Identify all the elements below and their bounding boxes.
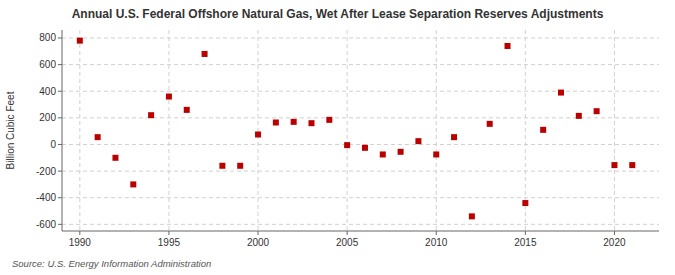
x-tick-label: 2020 [603,237,626,248]
data-point [362,145,368,151]
y-tick-label: -400 [36,192,56,203]
y-tick [58,197,62,198]
x-tick-label: 1995 [158,237,181,248]
data-point [291,119,297,125]
y-grid-line [62,64,659,65]
data-point [344,142,350,148]
y-grid-line [62,91,659,92]
data-point [95,134,101,140]
x-axis-line [62,231,659,232]
points [77,38,635,220]
data-point [308,120,314,126]
data-point [522,200,528,206]
data-point [576,113,582,119]
data-point [415,138,421,144]
data-point [433,151,439,157]
y-grid-line [62,37,659,38]
y-tick [58,224,62,225]
data-point [202,51,208,57]
y-grid-line [62,144,659,145]
data-point [611,162,617,168]
x-tick-label: 2005 [336,237,359,248]
x-grid-line [614,30,615,231]
x-tick [525,231,526,235]
y-axis-label: Billion Cubic Feet [5,91,16,169]
data-point [184,107,190,113]
y-tick-label: 600 [39,59,56,70]
x-grid-line [347,30,348,231]
data-point [629,162,635,168]
data-point [558,90,564,96]
x-tick-label: 2000 [247,237,270,248]
x-grid-line [79,30,80,231]
x-grid-line [168,30,169,231]
chart-title: Annual U.S. Federal Offshore Natural Gas… [72,7,604,21]
grid [62,30,659,231]
data-point [594,108,600,114]
y-tick [58,91,62,92]
source-note: Source: U.S. Energy Information Administ… [12,258,211,269]
chart-svg: -600 -400 -200 0 200 400 600 800 1990 1995 2000 200… [0,0,675,275]
data-point [487,121,493,127]
data-point [273,120,279,126]
data-point [219,163,225,169]
x-tick-label: 1990 [69,237,92,248]
y-tick-label: 400 [39,86,56,97]
data-point [326,117,332,123]
x-tick [79,231,80,235]
data-point [112,155,118,161]
chart-container: -600 -400 -200 0 200 400 600 800 1990 1995 2000 200… [0,0,675,275]
x-grid-line [258,30,259,231]
y-tick-label: 200 [39,112,56,123]
data-point [505,43,511,49]
data-point [398,149,404,155]
x-tick-label: 2010 [425,237,448,248]
x-tick [258,231,259,235]
data-point [130,181,136,187]
data-point [380,151,386,157]
y-tick [58,171,62,172]
x-grid-line [436,30,437,231]
data-point [255,131,261,137]
y-tick [58,117,62,118]
y-tick-label: -200 [36,166,56,177]
y-axis-line [62,30,63,231]
y-tick-label: 800 [39,32,56,43]
x-tick [168,231,169,235]
y-tick [58,37,62,38]
data-point [77,38,83,44]
x-tick [347,231,348,235]
y-tick-label: -600 [36,219,56,230]
x-tick-label: 2015 [514,237,537,248]
data-point [166,94,172,100]
data-point [469,213,475,219]
y-grid-line [62,224,659,225]
data-point [540,127,546,133]
axes: -600 -400 -200 0 200 400 600 800 1990 1995 2000 200… [36,32,626,248]
y-grid-line [62,171,659,172]
y-tick-label: 0 [50,139,56,150]
x-tick [436,231,437,235]
y-tick [58,144,62,145]
data-point [451,134,457,140]
data-point [148,112,154,118]
y-grid-line [62,197,659,198]
y-tick [58,64,62,65]
data-point [237,163,243,169]
x-tick [614,231,615,235]
